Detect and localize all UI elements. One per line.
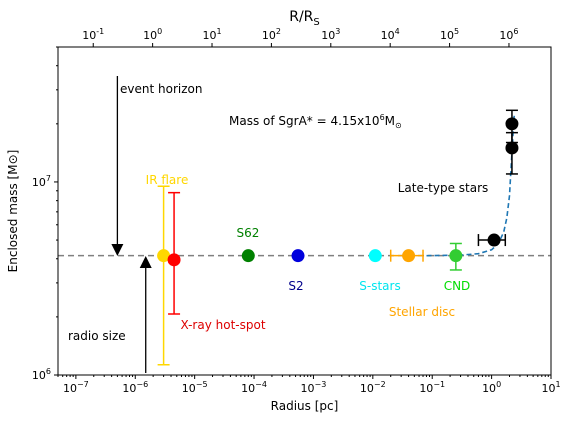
point-label-x-ray-hot-spot: X-ray hot-spot xyxy=(180,318,265,332)
data-point-s-stars xyxy=(368,249,382,263)
top-tick-label: 105 xyxy=(440,27,459,42)
x-tick-label: 10−3 xyxy=(301,380,327,395)
radio-size-label: radio size xyxy=(68,329,126,343)
point-label-s-stars: S-stars xyxy=(359,279,400,293)
top-tick-label: 106 xyxy=(499,27,518,42)
top-tick-label: 100 xyxy=(143,27,162,42)
axes-layer: 10−7 10−6 10−5 10−4 10−3 10−2 10−1 100 101 10-1 10… xyxy=(32,27,561,395)
x-tick-label: 10−1 xyxy=(419,380,445,395)
x-tick-label: 10−6 xyxy=(122,380,148,395)
top-axis-label: R/RS xyxy=(289,9,320,28)
data-point-late-type-9 xyxy=(505,109,519,144)
marker xyxy=(505,141,519,155)
x-axis-label: Radius [pc] xyxy=(271,399,339,413)
top-tick-label: 103 xyxy=(321,27,340,42)
top-tick-label: 10-1 xyxy=(82,27,104,42)
plot-frame xyxy=(57,46,552,376)
marker xyxy=(241,249,255,263)
point-label-s2: S2 xyxy=(288,279,303,293)
marker xyxy=(368,249,382,263)
marker xyxy=(449,249,463,263)
point-label-cnd: CND xyxy=(444,279,471,293)
y-axis-label: Enclosed mass [M⊙] xyxy=(6,150,20,273)
x-tick-label: 10−4 xyxy=(241,380,267,395)
top-tick-label: 102 xyxy=(262,27,281,42)
point-label-ir-flare: IR flare xyxy=(146,173,189,187)
top-tick-label: 104 xyxy=(381,27,400,42)
x-tick-label: 10−2 xyxy=(360,380,386,395)
point-label-stellar-disc: Stellar disc xyxy=(389,305,455,319)
data-point-stellar-disc xyxy=(389,249,424,263)
data-point-cnd xyxy=(449,242,463,271)
sgra-mass-label: Mass of SgrA* = 4.15x106M⊙ xyxy=(229,113,402,130)
y-tick-label: 107 xyxy=(32,174,51,189)
x-tick-label: 100 xyxy=(482,380,501,395)
x-tick-label: 10−7 xyxy=(63,380,89,395)
marker xyxy=(157,249,171,263)
point-label-late-type-stars: Late-type stars xyxy=(398,181,489,195)
marker xyxy=(167,253,181,267)
x-tick-label: 10−5 xyxy=(182,380,208,395)
marker xyxy=(505,117,519,131)
data-point-late-type-stars xyxy=(477,233,507,247)
marker xyxy=(487,233,501,247)
marker xyxy=(402,249,416,263)
data-point-s2 xyxy=(291,249,305,263)
annotations-layer: R/RS event horizon radio size IR flare X-ray… xyxy=(68,9,488,343)
marks-layer xyxy=(111,76,519,373)
x-tick-label: 101 xyxy=(541,380,560,395)
y-tick-label: 106 xyxy=(32,367,51,382)
data-point-s62 xyxy=(241,249,255,263)
data-point-ir-flare xyxy=(157,185,171,366)
event-horizon-label: event horizon xyxy=(120,82,202,96)
data-point-x-ray-hot-spot xyxy=(167,191,181,315)
top-tick-label: 101 xyxy=(202,27,221,42)
marker xyxy=(291,249,305,263)
point-label-s62: S62 xyxy=(237,226,260,240)
radio-size-arrowhead xyxy=(139,256,152,268)
event-horizon-arrowhead xyxy=(111,244,124,256)
